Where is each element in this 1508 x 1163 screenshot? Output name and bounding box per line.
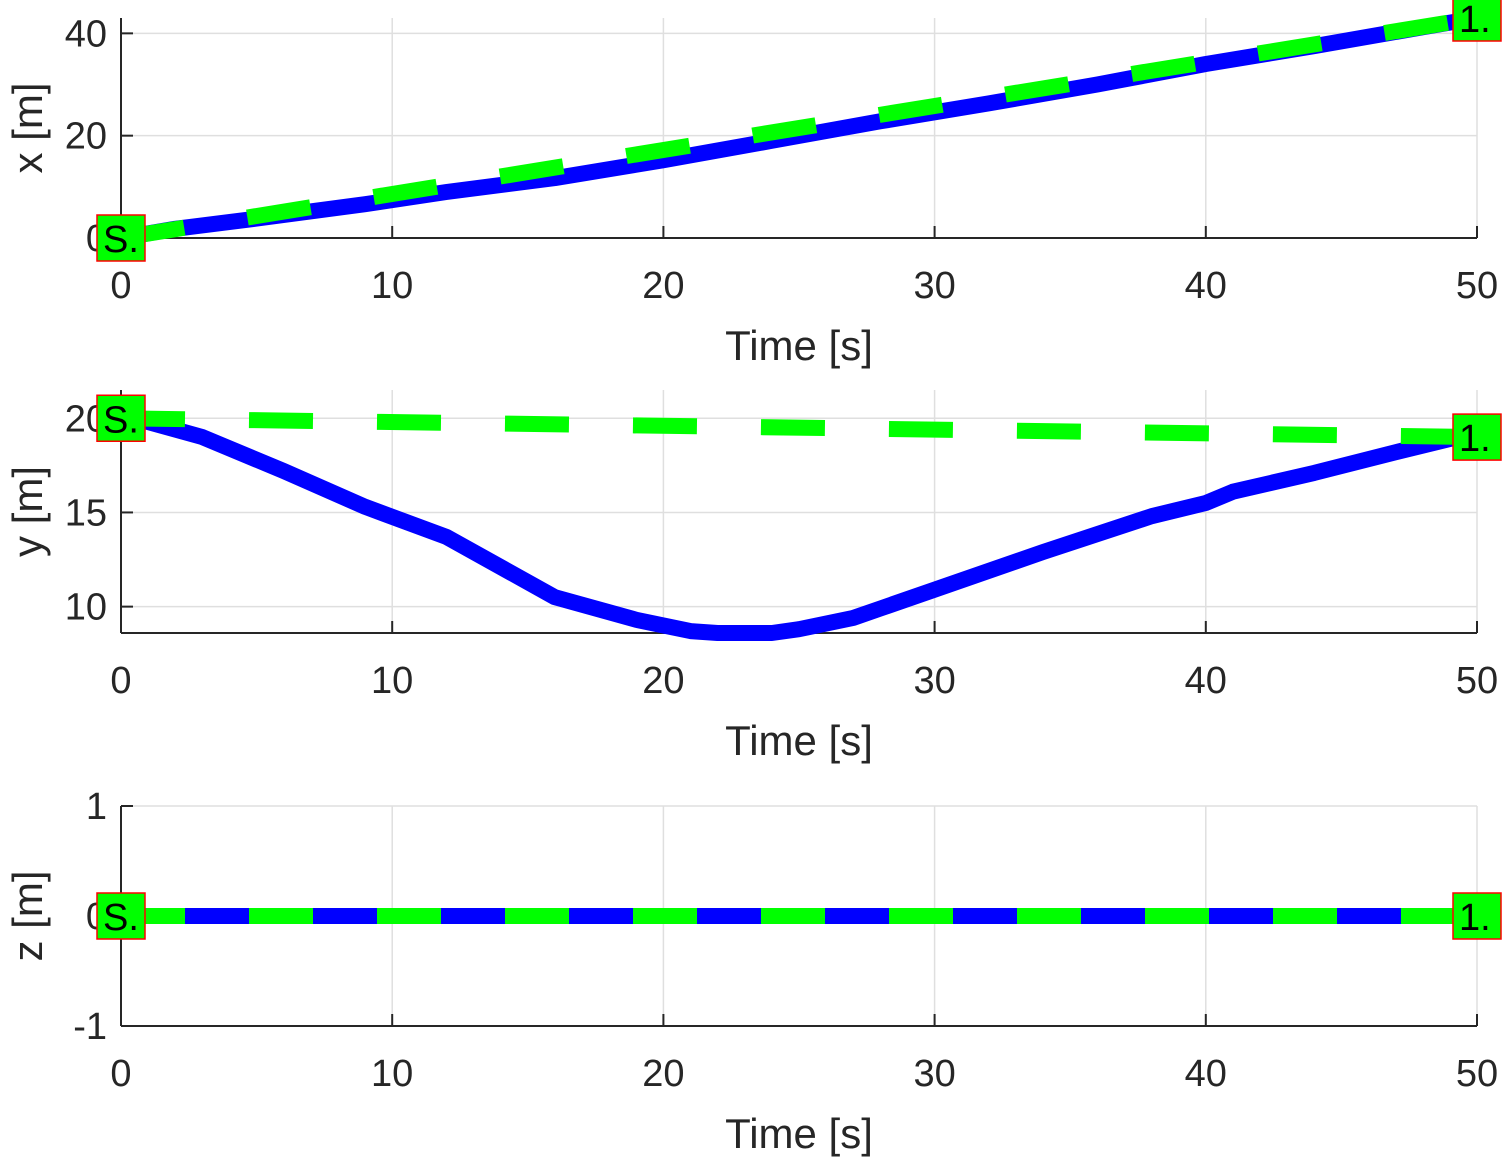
end-marker: 1.	[1452, 892, 1502, 940]
marker-label: 1.	[1459, 897, 1491, 939]
reference-series-line	[119, 10, 1479, 246]
x-tick-label: 0	[110, 1053, 131, 1095]
reference-series-line	[120, 410, 1478, 446]
marker-box	[1452, 892, 1502, 940]
y-tick-label: 10	[65, 587, 107, 629]
x-tick-label: 10	[371, 1053, 413, 1095]
y-axis-label: y [m]	[4, 466, 51, 557]
x-tick-label: 10	[371, 265, 413, 307]
end-marker: 1.	[1452, 0, 1502, 42]
y-tick-label: 40	[65, 13, 107, 55]
x-tick-label: 30	[913, 265, 955, 307]
actual-series-line	[119, 410, 1479, 641]
x-tick-label: 20	[642, 660, 684, 702]
end-marker: 1.	[1452, 413, 1502, 461]
x-tick-label: 50	[1456, 265, 1498, 307]
x-tick-label: 30	[913, 1053, 955, 1095]
marker-box	[1452, 413, 1502, 461]
start-marker: S.	[96, 214, 146, 262]
subplot-1: 0102030405002040Time [s]x [m]S.1.	[4, 0, 1502, 369]
x-axis-label: Time [s]	[725, 1110, 873, 1157]
x-tick-label: 20	[642, 265, 684, 307]
start-marker: S.	[96, 394, 146, 443]
x-tick-label: 40	[1185, 1053, 1227, 1095]
x-axis-label: Time [s]	[725, 717, 873, 764]
marker-box	[96, 394, 146, 443]
y-tick-label: 15	[65, 492, 107, 534]
y-axis-label: x [m]	[4, 83, 51, 174]
x-tick-label: 50	[1456, 660, 1498, 702]
marker-box	[96, 892, 146, 940]
marker-box	[1452, 0, 1502, 42]
x-tick-label: 0	[110, 265, 131, 307]
y-tick-label: 20	[65, 116, 107, 158]
marker-label: S.	[103, 219, 139, 261]
marker-label: 1.	[1459, 418, 1491, 460]
x-tick-label: 10	[371, 660, 413, 702]
x-tick-label: 40	[1185, 660, 1227, 702]
x-tick-label: 40	[1185, 265, 1227, 307]
marker-box	[96, 214, 146, 262]
y-tick-label: -1	[73, 1006, 107, 1048]
x-tick-label: 20	[642, 1053, 684, 1095]
start-marker: S.	[96, 892, 146, 940]
x-tick-label: 30	[913, 660, 955, 702]
x-tick-label: 0	[110, 660, 131, 702]
y-tick-label: 1	[86, 786, 107, 828]
y-axis-label: z [m]	[4, 871, 51, 962]
marker-label: S.	[103, 399, 139, 441]
marker-label: 1.	[1459, 0, 1491, 41]
marker-label: S.	[103, 897, 139, 939]
x-tick-label: 50	[1456, 1053, 1498, 1095]
x-axis-label: Time [s]	[725, 322, 873, 369]
